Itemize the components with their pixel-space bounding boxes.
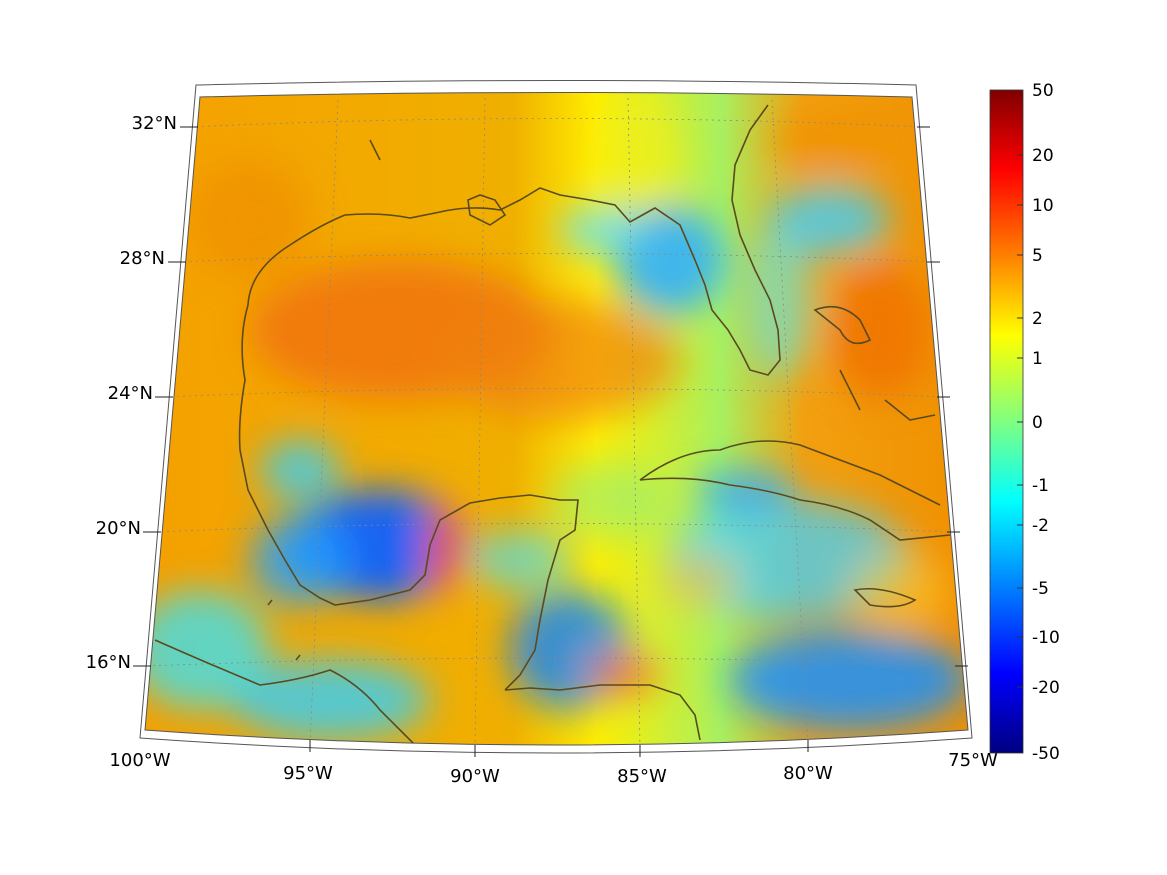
graticule	[146, 97, 963, 745]
lat-tick-label: 32°N	[132, 113, 177, 134]
colorbar-label: -1	[1032, 476, 1049, 496]
colorbar-label: 1	[1032, 349, 1043, 369]
colorbar-label: 10	[1032, 196, 1054, 216]
colorbar-label: -2	[1032, 516, 1049, 536]
colorbar-label: -10	[1032, 628, 1060, 648]
lat-tick-label: 16°N	[86, 652, 131, 673]
colorbar-labels: 50 20 10 5 2 1 0 -1 -2 -5 -10 -20 -50	[1032, 81, 1060, 764]
map-frame	[139, 80, 973, 754]
colorbar-label: -20	[1032, 678, 1060, 698]
lat-tick-labels: 32°N 28°N 24°N 20°N 16°N	[86, 113, 177, 673]
lat-tick-label: 28°N	[120, 248, 165, 269]
colorbar-label: 20	[1032, 146, 1054, 166]
colorbar-ticks	[1017, 154, 1023, 688]
colorbar-label: 50	[1032, 81, 1054, 101]
lon-tick-label: 85°W	[617, 766, 667, 787]
colorbar-label: -50	[1032, 744, 1060, 764]
coastlines	[154, 104, 951, 745]
lon-tick-label: 100°W	[109, 750, 170, 771]
lon-tick-label: 80°W	[783, 763, 833, 784]
colorbar-label: 5	[1032, 246, 1043, 266]
lat-tick-label: 24°N	[108, 383, 153, 404]
lon-tick-label: 95°W	[283, 763, 333, 784]
lon-tick-label: 75°W	[948, 750, 998, 771]
lat-tick-label: 20°N	[96, 518, 141, 539]
colorbar-label: 0	[1032, 413, 1043, 433]
colorbar-label: -5	[1032, 579, 1049, 599]
colorbar-label: 2	[1032, 309, 1043, 329]
data-field	[145, 92, 968, 745]
colorbar: 50 20 10 5 2 1 0 -1 -2 -5 -10 -20 -50	[989, 81, 1060, 764]
frame-ticks	[133, 126, 968, 757]
lon-tick-label: 90°W	[450, 766, 500, 787]
lon-tick-labels: 100°W 95°W 90°W 85°W 80°W 75°W	[109, 750, 998, 787]
